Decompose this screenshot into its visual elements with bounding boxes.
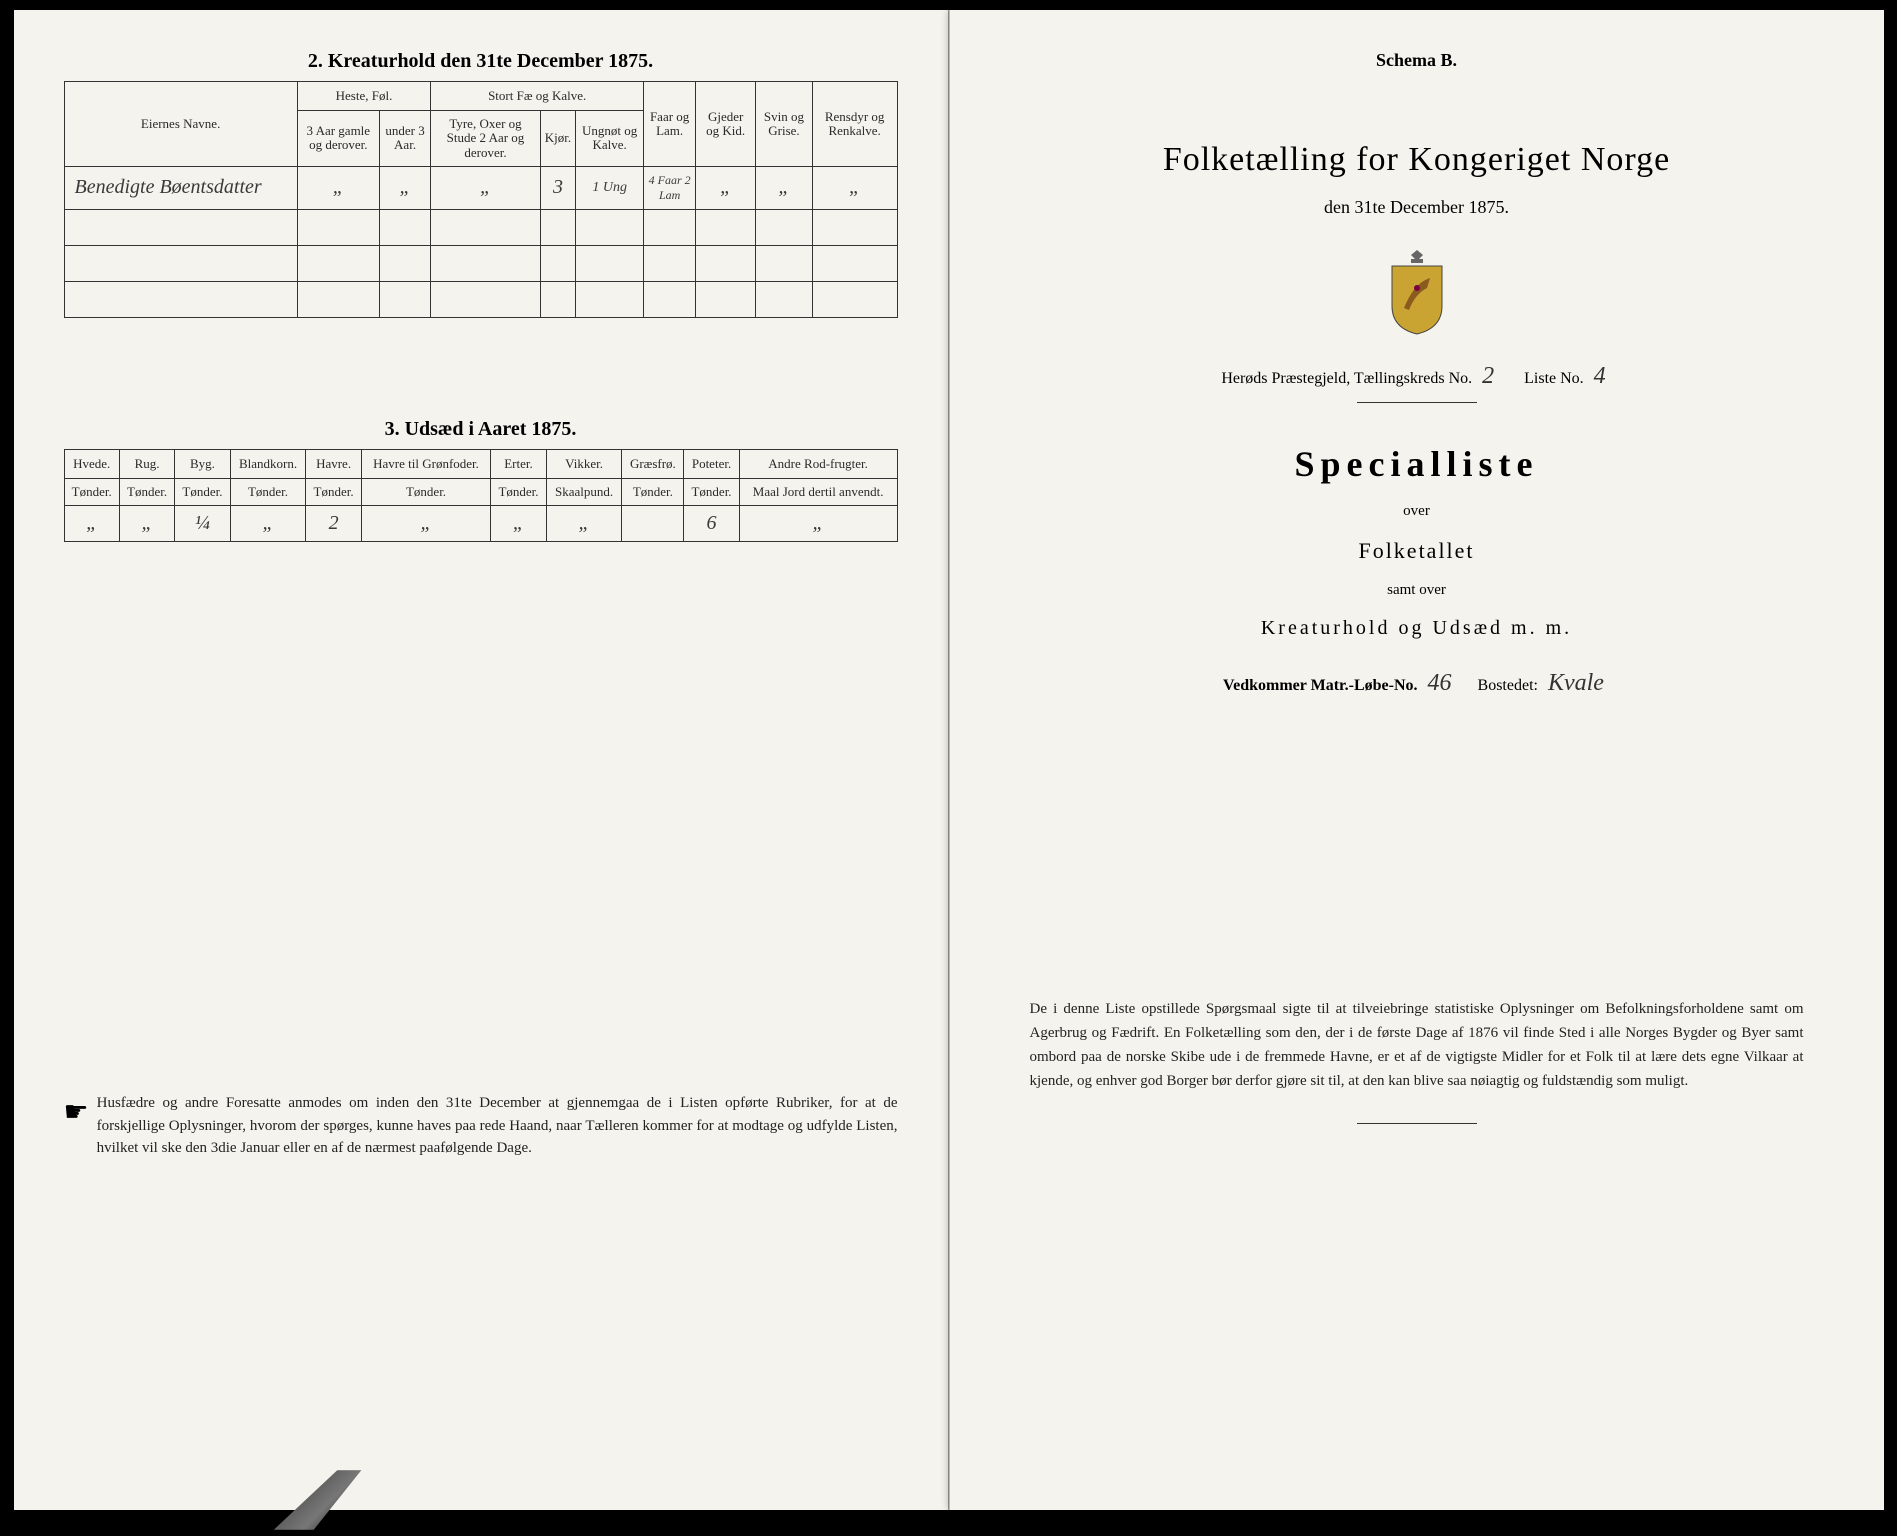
cell: „ [297,166,379,209]
cell: 6 [684,506,739,542]
col-faar: Faar og Lam. [644,82,696,167]
schema-label: Schema B. [1000,50,1834,71]
table3-header-top: Hvede. Rug. Byg. Blandkorn. Havre. Havre… [64,449,897,478]
col: Vikker. [546,449,622,478]
bostedet-label: Bostedet: [1478,677,1538,694]
divider [1357,402,1477,403]
cell [622,506,684,542]
bottom-paragraph: De i denne Liste opstillede Spørgsmaal s… [1000,997,1834,1093]
sub: Tønder. [230,478,306,505]
herred-num: 2 [1476,363,1500,389]
owner-name: Benedigte Bøentsdatter [64,166,297,209]
cell: „ [696,166,756,209]
sub: Tønder. [361,478,491,505]
cell: „ [546,506,622,542]
left-page: 2. Kreaturhold den 31te December 1875. E… [14,10,949,1510]
pointing-hand-icon: ☛ [64,1092,89,1160]
col: Erter. [491,449,546,478]
instruction-block: ☛ Husfædre og andre Foresatte anmodes om… [64,1092,898,1160]
cell: „ [812,166,897,209]
binder-clip [274,1470,434,1530]
kreatur-label: Kreaturhold og Udsæd m. m. [1000,617,1834,640]
cell: „ [756,166,813,209]
bostedet-val: Kvale [1542,670,1610,696]
col-svin: Svin og Grise. [756,82,813,167]
main-subtitle: den 31te December 1875. [1000,197,1834,218]
section3-title: 3. Udsæd i Aaret 1875. [64,418,898,441]
colgroup-heste: Heste, Føl. [297,82,431,111]
owner-label: Eiernes Navne. [64,82,297,167]
document-spread: 2. Kreaturhold den 31te December 1875. E… [14,10,1884,1510]
sub: Skaalpund. [546,478,622,505]
cell: 1 Ung [576,166,644,209]
table3-row1: „ „ ¼ „ 2 „ „ „ 6 „ [64,506,897,542]
vedkommer-prefix: Vedkommer Matr.-Løbe-No. [1223,677,1418,694]
col: Hvede. [64,449,119,478]
col: Havre. [306,449,361,478]
liste-label: Liste No. [1524,370,1584,387]
table3-udsaed: Hvede. Rug. Byg. Blandkorn. Havre. Havre… [64,449,898,542]
cell: „ [361,506,491,542]
sub: Tønder. [64,478,119,505]
sub: Tønder. [306,478,361,505]
cell: „ [491,506,546,542]
col-heste3: 3 Aar gamle og derover. [297,111,379,167]
instruction-text: Husfædre og andre Foresatte anmodes om i… [97,1092,898,1160]
col: Græsfrø. [622,449,684,478]
liste-num: 4 [1588,363,1612,389]
cell: „ [379,166,430,209]
cell: 3 [540,166,575,209]
main-title: Folketælling for Kongeriget Norge [1000,141,1834,179]
over-label: over [1000,503,1834,520]
col: Blandkorn. [230,449,306,478]
cell: „ [230,506,306,542]
matr-num: 46 [1422,670,1458,696]
cell: „ [119,506,174,542]
sub: Tønder. [684,478,739,505]
table2-row-empty [64,209,897,245]
col-hesteu3: under 3 Aar. [379,111,430,167]
table2-row-empty [64,281,897,317]
sub: Tønder. [119,478,174,505]
col: Byg. [175,449,230,478]
cell: „ [64,506,119,542]
right-page: Schema B. Folketælling for Kongeriget No… [949,10,1884,1510]
cell: „ [431,166,541,209]
colgroup-fae: Stort Fæ og Kalve. [431,82,644,111]
specialliste-title: Specialliste [1000,443,1834,485]
col: Rug. [119,449,174,478]
table2-row-empty [64,245,897,281]
col-rensdyr: Rensdyr og Renkalve. [812,82,897,167]
col: Andre Rod-frugter. [739,449,897,478]
sub: Tønder. [491,478,546,505]
cell: 4 Faar 2 Lam [644,166,696,209]
herred-line: Herøds Præstegjeld, Tællingskreds No. 2 … [1000,363,1834,390]
col: Havre til Grønfoder. [361,449,491,478]
cell: ¼ [175,506,230,542]
table3-header-sub: Tønder. Tønder. Tønder. Tønder. Tønder. … [64,478,897,505]
col-tyre: Tyre, Oxer og Stude 2 Aar og derover. [431,111,541,167]
col: Poteter. [684,449,739,478]
coat-of-arms-icon [1382,248,1452,338]
divider-end [1357,1123,1477,1124]
herred-prefix: Herøds Præstegjeld, Tællingskreds No. [1221,370,1472,387]
col-ungnot: Ungnøt og Kalve. [576,111,644,167]
table2-kreaturhold: Eiernes Navne. Heste, Føl. Stort Fæ og K… [64,81,898,318]
cell: „ [739,506,897,542]
sub: Tønder. [175,478,230,505]
sub: Maal Jord dertil anvendt. [739,478,897,505]
folketallet-label: Folketallet [1000,538,1834,564]
col-kjor: Kjør. [540,111,575,167]
vedkommer-line: Vedkommer Matr.-Løbe-No. 46 Bostedet: Kv… [1000,670,1834,697]
cell: 2 [306,506,361,542]
col-gjeder: Gjeder og Kid. [696,82,756,167]
sub: Tønder. [622,478,684,505]
section2-title: 2. Kreaturhold den 31te December 1875. [64,50,898,73]
samt-over-label: samt over [1000,582,1834,599]
table2-row1: Benedigte Bøentsdatter „ „ „ 3 1 Ung 4 F… [64,166,897,209]
